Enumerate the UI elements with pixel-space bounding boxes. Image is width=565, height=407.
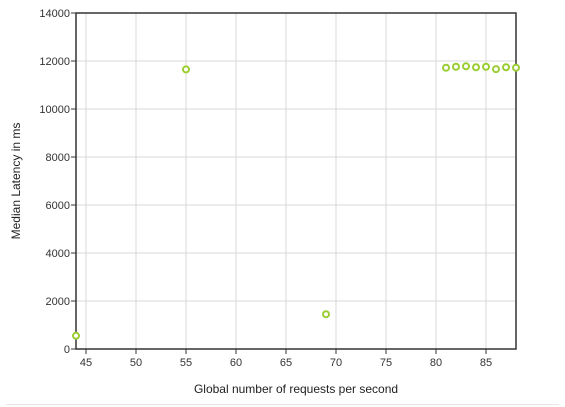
y-tick-label: 8000 [46, 152, 70, 164]
data-point [322, 310, 330, 319]
data-points [72, 62, 520, 340]
data-point [182, 65, 190, 74]
data-point [72, 331, 80, 340]
data-point [492, 65, 500, 74]
x-axis: 45 50 55 60 65 70 75 80 85 [80, 349, 492, 369]
y-tick-label: 12000 [39, 56, 70, 68]
x-tick-label: 70 [330, 357, 342, 369]
x-axis-title: Global number of requests per second [194, 382, 398, 396]
x-tick-label: 55 [180, 357, 192, 369]
x-tick-label: 85 [480, 357, 492, 369]
x-tick-label: 75 [380, 357, 392, 369]
y-tick-label: 0 [64, 344, 70, 356]
grid-lines [76, 12, 516, 350]
data-point [452, 62, 460, 71]
x-tick-label: 45 [80, 357, 92, 369]
y-tick-label: 4000 [46, 248, 70, 260]
data-point [502, 63, 510, 72]
data-point [512, 63, 520, 72]
data-point [482, 62, 490, 71]
x-tick-label: 50 [130, 357, 142, 369]
y-tick-label: 6000 [46, 200, 70, 212]
bottom-divider [6, 404, 559, 405]
plot-area-frame [75, 12, 517, 350]
x-tick-label: 65 [280, 357, 292, 369]
y-tick-label: 14000 [39, 8, 70, 20]
data-point [472, 63, 480, 72]
y-tick-label: 2000 [46, 296, 70, 308]
data-point [442, 63, 450, 72]
data-point [462, 62, 470, 71]
x-tick-label: 60 [230, 357, 242, 369]
x-tick-label: 80 [430, 357, 442, 369]
y-axis-title: Median Latency in ms [9, 123, 23, 240]
y-tick-label: 10000 [39, 104, 70, 116]
y-axis: 0 2000 4000 6000 8000 10000 12000 14000 [39, 8, 76, 356]
